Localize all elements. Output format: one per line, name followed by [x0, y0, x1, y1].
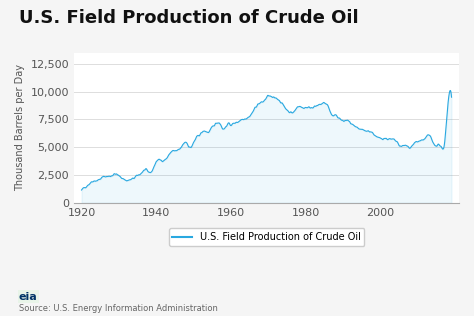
Text: U.S. Field Production of Crude Oil: U.S. Field Production of Crude Oil — [19, 9, 359, 27]
Y-axis label: Thousand Barrels per Day: Thousand Barrels per Day — [15, 64, 25, 191]
Text: Source: U.S. Energy Information Administration: Source: U.S. Energy Information Administ… — [19, 304, 218, 313]
Legend: U.S. Field Production of Crude Oil: U.S. Field Production of Crude Oil — [169, 228, 365, 246]
Text: eia: eia — [19, 292, 38, 302]
